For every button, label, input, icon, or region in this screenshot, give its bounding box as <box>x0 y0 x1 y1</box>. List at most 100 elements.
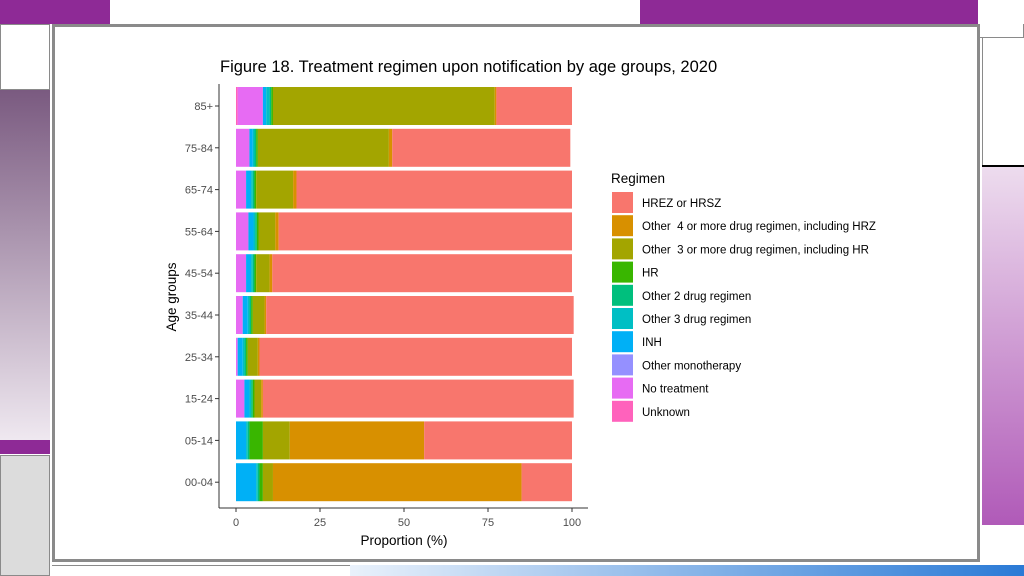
bar-00-04-inh <box>236 463 257 502</box>
bar-15-24-hrez-or-hrsz <box>262 379 574 418</box>
legend-label-other-2-drug-regimen: Other 2 drug regimen <box>642 291 751 303</box>
bar-85+-other-4-or-more-drug-regimen-including-hrz <box>494 87 497 125</box>
deco-right-top-outline <box>982 38 1024 165</box>
legend-label-unknown: Unknown <box>642 407 690 419</box>
bar-15-24-inh <box>244 379 250 418</box>
bar-85+-hrez-or-hrsz <box>496 87 572 125</box>
y-tick-label: 15-24 <box>185 394 213 406</box>
legend: HREZ or HRSZ Other 4 or more drug regimen… <box>612 192 876 422</box>
bars-group <box>236 87 574 502</box>
bar-00-04-other-3-drug-regimen <box>256 463 258 502</box>
y-tick-label: 00-04 <box>185 477 213 489</box>
legend-swatch-other-monotherapy <box>612 354 633 376</box>
bar-85+-no-treatment <box>237 87 263 125</box>
bar-35-44-hr <box>251 296 253 334</box>
deco-left-outline <box>0 24 50 90</box>
bar-75-84-other-3-or-more-drug-regimen-including-hr <box>257 128 389 167</box>
legend-swatch-hr <box>612 261 633 283</box>
bar-55-64-other-2-drug-regimen <box>255 212 257 251</box>
bar-85+-inh <box>262 87 267 125</box>
chart-title: Figure 18. Treatment regimen upon notifi… <box>220 58 717 76</box>
bar-05-14-hr <box>249 421 263 460</box>
y-tick-label: 45-54 <box>185 268 213 280</box>
bar-55-64-inh <box>248 212 254 251</box>
bar-15-24-other-2-drug-regimen <box>251 379 253 418</box>
deco-left-bottom-gray <box>0 455 50 576</box>
y-axis-title: Age groups <box>164 262 179 331</box>
legend-swatch-no-treatment <box>612 377 633 399</box>
legend-label-no-treatment: No treatment <box>642 384 709 396</box>
bar-75-84-other-2-drug-regimen <box>254 128 257 167</box>
y-tick-label: 75-84 <box>185 143 213 155</box>
x-tick-label: 25 <box>314 517 326 529</box>
y-tick-label: 25-34 <box>185 352 213 364</box>
bar-00-04-hr <box>259 463 263 502</box>
bar-45-54-other-3-or-more-drug-regimen-including-hr <box>256 254 270 293</box>
bar-55-64-no-treatment <box>236 212 249 251</box>
bar-00-04-other-3-or-more-drug-regimen-including-hr <box>262 463 273 502</box>
bar-35-44-hrez-or-hrsz <box>266 296 574 334</box>
bar-85+-unknown <box>236 87 238 125</box>
y-tick-label: 55-64 <box>185 226 213 238</box>
x-tick-label: 0 <box>233 517 239 529</box>
bar-45-54-other-4-or-more-drug-regimen-including-hrz <box>269 254 273 293</box>
bar-85+-hr <box>271 87 273 125</box>
y-tick-label: 85+ <box>194 101 213 113</box>
deco-left-purple-line <box>0 440 50 454</box>
bar-65-74-hrez-or-hrsz <box>296 170 572 209</box>
bar-65-74-inh <box>246 170 252 209</box>
bar-35-44-other-2-drug-regimen <box>249 296 252 334</box>
bar-65-74-other-2-drug-regimen <box>252 170 255 209</box>
bar-05-14-other-4-or-more-drug-regimen-including-hrz <box>289 421 425 460</box>
deco-left-gradient-strip <box>0 90 50 440</box>
legend-label-other-4-or-more-drug-regimen-including-hrz: Other 4 or more drug regimen, including … <box>642 221 876 233</box>
legend-swatch-other-2-drug-regimen <box>612 284 633 306</box>
bar-35-44-inh <box>242 296 248 334</box>
deco-bottom-blue-gradient <box>350 565 1024 576</box>
bar-05-14-other-2-drug-regimen <box>247 421 250 460</box>
bar-65-74-no-treatment <box>236 170 247 209</box>
bar-85+-other-3-drug-regimen <box>266 87 270 125</box>
y-tick-label: 05-14 <box>185 435 213 447</box>
deco-bottom-left-line <box>52 565 350 576</box>
x-tick-label: 75 <box>482 517 494 529</box>
bar-45-54-other-2-drug-regimen <box>252 254 255 293</box>
legend-swatch-other-3-drug-regimen <box>612 308 633 329</box>
bar-75-84-other-3-drug-regimen <box>252 128 255 167</box>
x-axis-title: Proportion (%) <box>360 533 447 548</box>
bar-55-64-hr <box>256 212 259 251</box>
bar-45-54-hrez-or-hrsz <box>272 254 572 293</box>
bar-05-14-inh <box>236 421 247 460</box>
bar-55-64-other-3-drug-regimen <box>253 212 256 251</box>
legend-swatch-unknown <box>612 400 633 422</box>
legend-label-other-3-drug-regimen: Other 3 drug regimen <box>642 314 751 326</box>
bar-65-74-hr <box>254 170 257 209</box>
bar-75-84-hrez-or-hrsz <box>392 128 571 167</box>
bar-75-84-inh <box>249 128 253 167</box>
bar-05-14-other-3-or-more-drug-regimen-including-hr <box>262 421 290 460</box>
bar-00-04-other-2-drug-regimen <box>257 463 260 502</box>
legend-label-hrez-or-hrsz: HREZ or HRSZ <box>642 198 721 210</box>
bar-15-24-hr <box>252 379 255 418</box>
bar-25-34-no-treatment <box>236 337 238 376</box>
legend-title: Regimen <box>611 171 665 186</box>
bar-05-14-hrez-or-hrsz <box>424 421 572 460</box>
bar-85+-other-3-or-more-drug-regimen-including-hr <box>272 87 495 125</box>
bar-35-44-other-4-or-more-drug-regimen-including-hrz <box>264 296 267 334</box>
bar-25-34-other-2-drug-regimen <box>244 337 247 376</box>
bar-25-34-other-3-or-more-drug-regimen-including-hr <box>247 337 258 376</box>
legend-swatch-inh <box>612 331 633 353</box>
legend-label-other-monotherapy: Other monotherapy <box>642 360 741 372</box>
deco-right-gradient-strip <box>982 165 1024 525</box>
legend-label-hr: HR <box>642 268 659 280</box>
bar-65-74-other-3-or-more-drug-regimen-including-hr <box>256 170 294 209</box>
bar-25-34-hrez-or-hrsz <box>259 337 572 376</box>
legend-label-other-3-or-more-drug-regimen-including-hr: Other 3 or more drug regimen, including … <box>642 244 869 256</box>
x-tick-label: 100 <box>563 517 581 529</box>
legend-swatch-hrez-or-hrsz <box>612 192 633 213</box>
y-ticks-group: 00-04 05-14 15-24 25-34 35-44 45-54 55-64 65-74… <box>185 101 219 489</box>
y-tick-label: 65-74 <box>185 185 213 197</box>
y-tick-label: 35-44 <box>185 310 213 322</box>
bar-15-24-no-treatment <box>236 379 245 418</box>
